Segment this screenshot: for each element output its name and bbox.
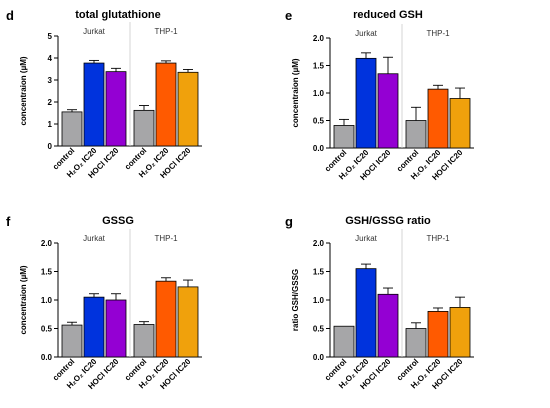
bar	[405, 328, 427, 358]
y-tick-label: 1	[48, 120, 53, 129]
bar	[177, 286, 199, 358]
y-tick-label: 0.0	[41, 353, 53, 362]
bar	[449, 98, 471, 149]
bar	[155, 280, 177, 358]
bar	[61, 324, 83, 358]
panel-e: e reduced GSH concentraion (µM) 0.0 0.5 1.0 1.…	[285, 8, 474, 182]
y-tick-label: 2.0	[41, 239, 53, 248]
group-label: Jurkat	[83, 27, 106, 36]
bar	[377, 293, 399, 358]
group-label: Jurkat	[83, 234, 106, 243]
panel-f: f GSSG concentraion (µM) 0.0 0.5 1.0 1.5 2.0 Jur…	[6, 214, 202, 391]
bar	[155, 62, 177, 147]
y-tick-label: 1.5	[313, 268, 325, 277]
panel-d: d total glutathione concentraion (µM) 0 1 2 3 4…	[6, 8, 202, 180]
panel-letter: e	[285, 8, 292, 23]
bar	[333, 125, 355, 149]
y-axis-label: concentraion (µM)	[19, 56, 28, 125]
y-tick-label: 0	[48, 142, 53, 151]
group-label: THP-1	[154, 234, 178, 243]
bar	[105, 299, 127, 358]
y-tick-label: 0.0	[313, 144, 325, 153]
y-tick-label: 1.5	[313, 62, 325, 71]
chart-title: GSSG	[102, 215, 134, 227]
y-tick-label: 0.5	[313, 117, 325, 126]
bar	[333, 325, 355, 358]
bar	[133, 324, 155, 358]
bar	[83, 62, 105, 147]
y-tick-label: 1.0	[41, 296, 53, 305]
y-tick-label: 1.0	[313, 296, 325, 305]
panel-letter: f	[6, 214, 11, 229]
bar	[427, 88, 449, 149]
bar	[377, 73, 399, 149]
panel-g: g GSH/GSSG ratio ratio GSH/GSSG 0.0 0.5 1.0 1.…	[285, 214, 474, 391]
bar	[83, 296, 105, 358]
y-tick-label: 0.5	[313, 325, 325, 334]
bar	[61, 111, 83, 147]
bar	[405, 120, 427, 149]
y-axis-label: ratio GSH/GSSG	[291, 269, 300, 331]
bar	[427, 310, 449, 358]
y-tick-label: 2.0	[313, 34, 325, 43]
group-label: Jurkat	[355, 29, 378, 38]
chart-title: GSH/GSSG ratio	[345, 215, 431, 227]
group-label: THP-1	[426, 234, 450, 243]
y-tick-label: 2.0	[313, 239, 325, 248]
group-label: THP-1	[154, 27, 178, 36]
chart-title: total glutathione	[75, 9, 161, 21]
group-label: Jurkat	[355, 234, 378, 243]
y-tick-label: 1.5	[41, 268, 53, 277]
bar	[355, 268, 377, 358]
bar	[177, 71, 199, 147]
y-tick-label: 4	[48, 54, 53, 63]
group-label: THP-1	[426, 29, 450, 38]
y-axis-label: concentraion (µM)	[291, 58, 300, 127]
y-tick-label: 3	[48, 76, 53, 85]
bar	[355, 57, 377, 149]
chart-title: reduced GSH	[353, 9, 423, 21]
y-axis-label: concentraion (µM)	[19, 265, 28, 334]
bar	[133, 109, 155, 147]
bar	[105, 71, 127, 147]
y-tick-label: 5	[48, 32, 53, 41]
panel-letter: g	[285, 214, 293, 229]
y-tick-label: 1.0	[313, 89, 325, 98]
y-tick-label: 0.0	[313, 353, 325, 362]
y-tick-label: 0.5	[41, 325, 53, 334]
bar	[449, 307, 471, 358]
y-tick-label: 2	[48, 98, 53, 107]
panel-letter: d	[6, 8, 14, 23]
